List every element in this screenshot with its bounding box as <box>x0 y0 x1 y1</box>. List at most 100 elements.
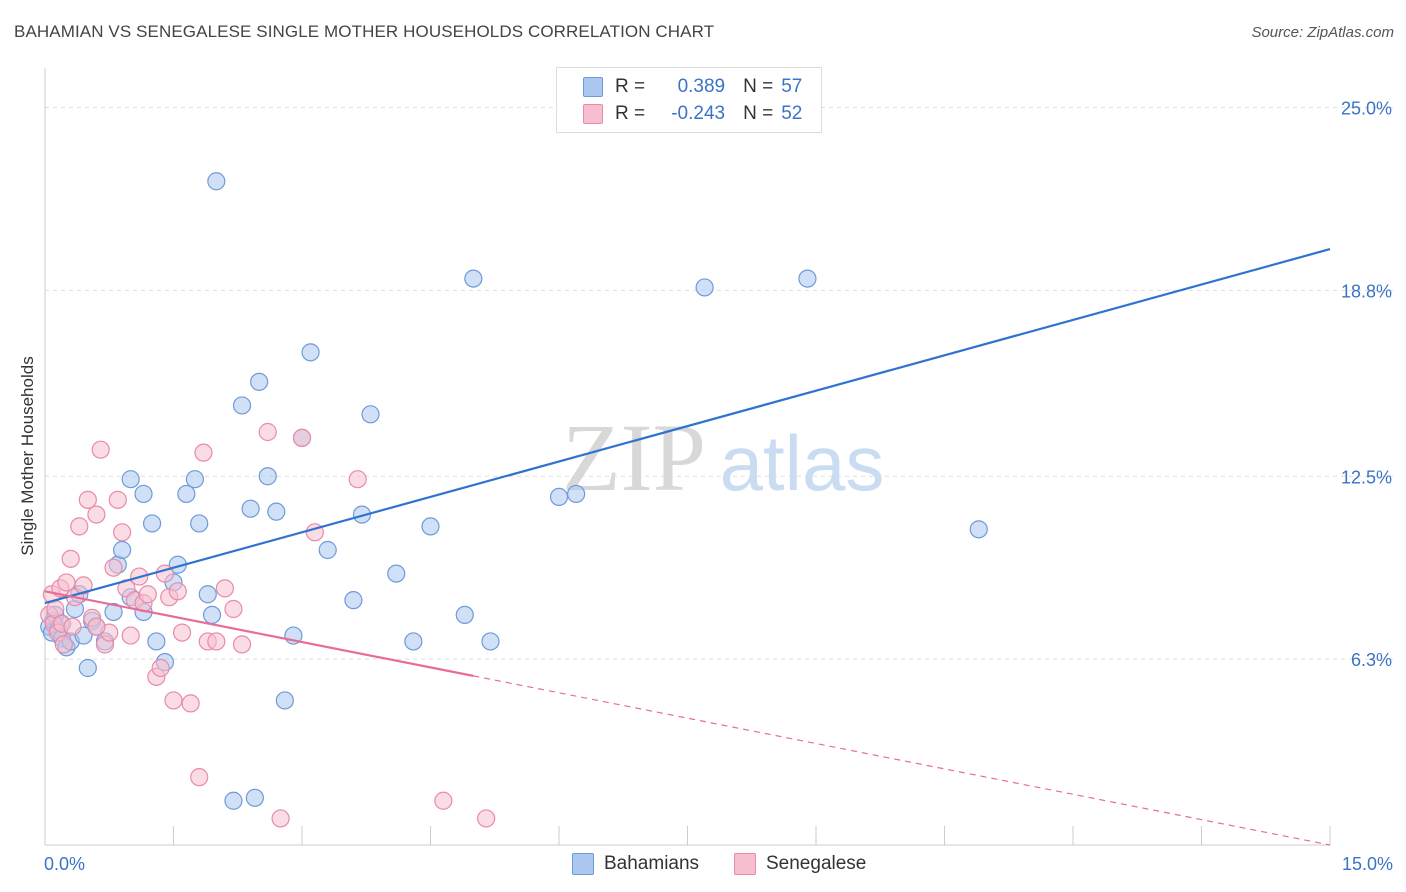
legend-r-value: 0.389 <box>677 76 726 97</box>
senegalese-point <box>348 470 367 489</box>
senegalese-point <box>87 617 106 636</box>
bahamian-point <box>464 269 483 288</box>
legend-swatch-blue <box>583 77 603 97</box>
legend-n-value: 57 <box>781 76 803 97</box>
bahamian-point <box>134 484 153 504</box>
senegalese-point <box>172 623 192 642</box>
bottom-legend-senegalese[interactable]: Senegalese <box>734 851 866 877</box>
bahamian-point <box>112 540 132 560</box>
bahamian-point <box>78 658 97 678</box>
legend-n-label: N = <box>743 103 774 124</box>
trend-layer <box>44 248 1331 846</box>
senegalese-point <box>168 582 187 601</box>
senegalese-point <box>434 791 453 810</box>
bahamian-point <box>318 540 337 560</box>
senegalese-point <box>112 523 132 542</box>
senegalese-point <box>78 490 97 509</box>
senegalese-point <box>215 579 234 598</box>
senegalese-point <box>207 632 226 651</box>
bahamian-point <box>147 632 166 651</box>
bahamian-point <box>798 269 817 288</box>
tick-label-layer: 6.3% 12.5% 18.8% 25.0% 0.0% 15.0% <box>44 99 1393 875</box>
bahamian-point <box>104 602 123 622</box>
senegalese-point <box>164 691 183 710</box>
senegalese-point <box>292 428 312 447</box>
bahamian-point <box>198 585 217 604</box>
senegalese-point <box>138 585 157 604</box>
senegalese-point <box>151 658 170 678</box>
bottom-legend-swatch-blue <box>572 853 594 875</box>
bahamian-point <box>267 502 286 521</box>
senegalese-point <box>63 617 82 636</box>
bahamian-point <box>361 405 380 424</box>
senegalese-point <box>61 549 80 568</box>
y-tick-label: 6.3% <box>1351 650 1392 670</box>
bottom-legend-label: Bahamians <box>604 853 700 874</box>
senegalese-point <box>91 440 110 459</box>
stats-legend: R = 0.389 N = 57 R = -0.243 N = 52 <box>556 67 822 133</box>
watermark: ZIP atlas <box>562 404 884 511</box>
senegalese-point <box>181 694 200 713</box>
bahamian-point <box>232 396 252 415</box>
bahamian-point <box>301 343 320 362</box>
bahamian-point <box>121 470 140 489</box>
bahamian-point <box>549 487 569 506</box>
bahamian-point <box>245 788 264 807</box>
x-tick-label: 0.0% <box>44 854 85 874</box>
bahamians-trend-line <box>44 248 1331 605</box>
senegalese-point <box>232 635 252 654</box>
bahamian-point <box>224 791 243 810</box>
legend-r-value: -0.243 <box>671 103 726 124</box>
axis-layer <box>44 68 1331 846</box>
bahamian-point <box>275 691 294 710</box>
bahamian-point <box>695 278 714 297</box>
senegalese-point <box>74 576 93 595</box>
grid-layer <box>45 107 1394 660</box>
senegalese-point <box>121 626 140 645</box>
bahamian-point <box>142 514 162 533</box>
senegalese-point <box>477 809 496 828</box>
legend-row-senegalese: R = -0.243 N = 52 <box>557 101 802 127</box>
legend-n-label: N = <box>743 76 774 97</box>
bahamian-point <box>202 605 222 625</box>
senegalese-point <box>108 490 127 509</box>
legend-row-bahamians: R = 0.389 N = 57 <box>557 74 802 100</box>
bahamian-point <box>258 467 277 486</box>
senegalese-trend-line-extension <box>473 675 1331 846</box>
legend-n-value: 52 <box>781 103 803 124</box>
senegalese-point <box>70 517 89 536</box>
bahamian-point <box>241 499 260 518</box>
chart-title: BAHAMIAN VS SENEGALESE SINGLE MOTHER HOU… <box>14 22 715 41</box>
y-tick-label: 25.0% <box>1341 99 1392 119</box>
senegalese-point <box>190 768 209 787</box>
y-axis-label: Single Mother Households <box>18 356 37 556</box>
point-layer <box>40 172 988 828</box>
bahamian-point <box>185 470 205 489</box>
senegalese-point <box>258 422 277 442</box>
senegalese-trend-line <box>44 590 474 677</box>
legend-r-label: R = <box>615 76 646 97</box>
bahamian-point <box>344 591 363 610</box>
bahamian-point <box>387 564 406 583</box>
senegalese-point <box>57 573 76 592</box>
bottom-legend-label: Senegalese <box>766 853 867 874</box>
bahamian-point <box>404 632 423 651</box>
x-tick-label: 15.0% <box>1342 854 1393 874</box>
y-tick-label: 12.5% <box>1341 467 1392 487</box>
senegalese-point <box>54 635 73 654</box>
bahamian-point <box>567 484 586 504</box>
bahamian-point <box>190 514 209 533</box>
legend-r-label: R = <box>615 103 646 124</box>
senegalese-point <box>224 599 243 619</box>
watermark-atlas: atlas <box>720 419 885 507</box>
bottom-legend-bahamians[interactable]: Bahamians <box>572 851 699 877</box>
bahamian-point <box>177 484 196 504</box>
bahamian-point <box>352 505 372 524</box>
bahamian-point <box>250 372 269 391</box>
bahamian-point <box>481 632 500 651</box>
senegalese-point <box>87 505 106 524</box>
y-tick-label: 18.8% <box>1341 281 1392 301</box>
bottom-legend-swatch-pink <box>734 853 756 875</box>
watermark-zip: ZIP <box>562 404 706 511</box>
